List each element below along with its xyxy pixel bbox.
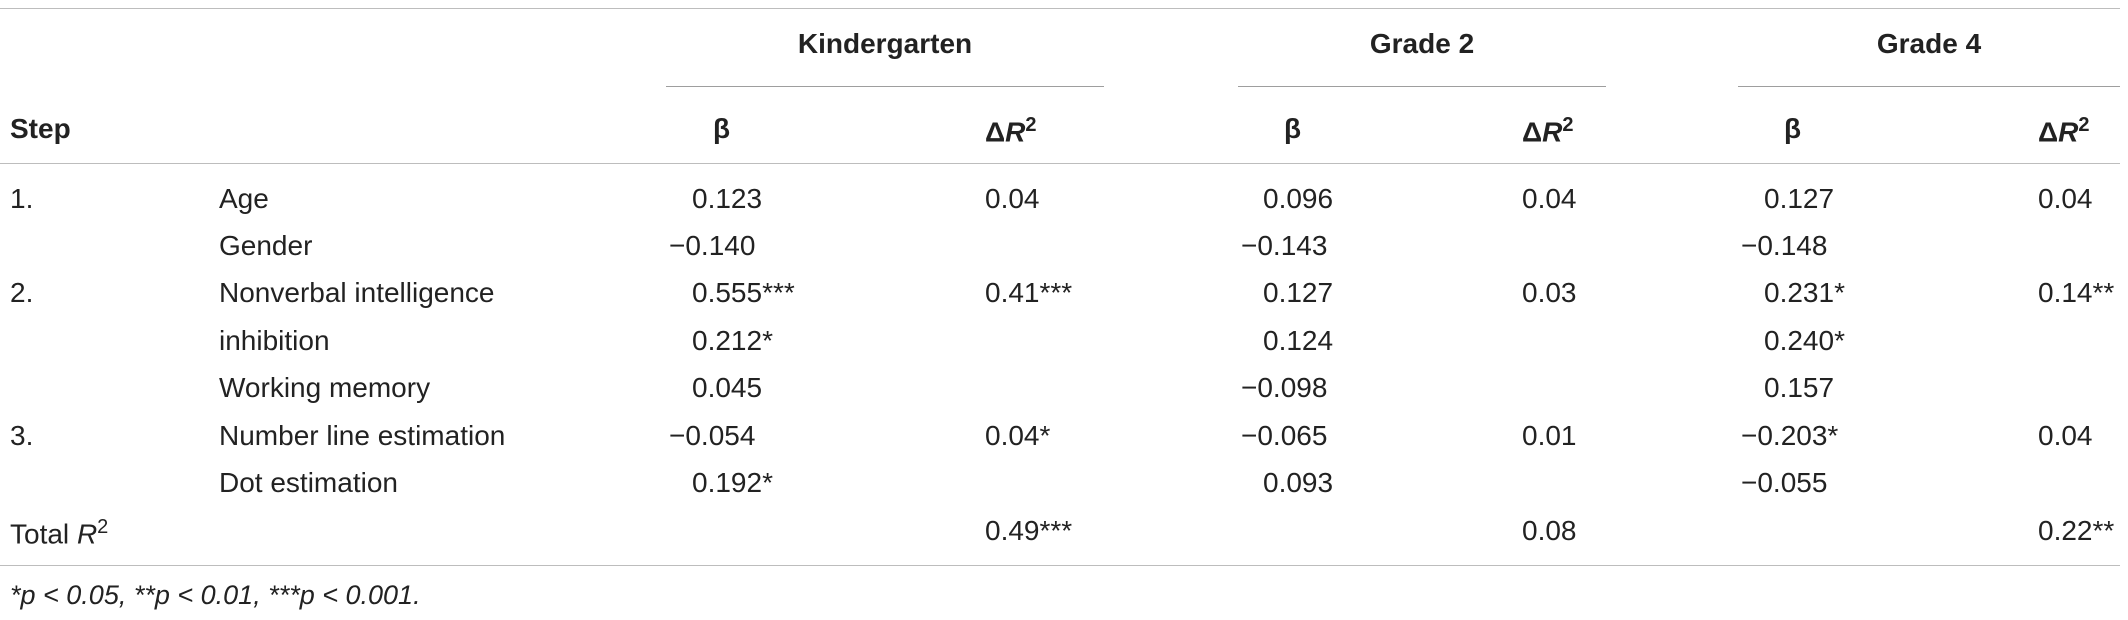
variable-label: Working memory (219, 372, 431, 403)
total-kindergarten: 0.49*** (985, 515, 1073, 546)
beta-header-grade-2: β (1284, 113, 1302, 144)
group-header-grade-4: Grade 4 (1876, 28, 1982, 59)
total-grade-2: 0.08 (1522, 515, 1577, 546)
bottom-rule (0, 565, 2120, 566)
grade4-beta: 0.240* (1764, 325, 1845, 356)
total-r2-label: Total R2 (10, 516, 109, 550)
kindergarten-dr2: 0.04* (985, 420, 1051, 451)
variable-label: Dot estimation (219, 467, 398, 498)
grade2-beta: 0.093 (1263, 467, 1334, 498)
step-column-header: Step (10, 113, 71, 144)
grade4-beta: −0.148 (1741, 230, 1828, 261)
grade4-beta: 0.231* (1764, 277, 1845, 308)
kindergarten-beta: 0.045 (692, 372, 763, 403)
significance-footnote: *p < 0.05, **p < 0.01, ***p < 0.001. (10, 580, 421, 610)
beta-header-grade-4: β (1784, 113, 1802, 144)
kindergarten-dr2: 0.04 (985, 183, 1040, 214)
group-rule-grade-2 (1238, 86, 1606, 87)
group-header-kindergarten: Kindergarten (797, 28, 973, 59)
kindergarten-beta: −0.140 (669, 230, 756, 261)
variable-label: Nonverbal intelligence (219, 277, 495, 308)
grade4-dr2: 0.14** (2038, 277, 2115, 308)
grade2-dr2: 0.01 (1522, 420, 1577, 451)
step-cell: 1. (10, 183, 34, 214)
group-header-grade-2: Grade 2 (1369, 28, 1475, 59)
variable-label: Number line estimation (219, 420, 506, 451)
step-cell: 3. (10, 420, 34, 451)
grade4-beta: 0.157 (1764, 372, 1835, 403)
grade2-beta: −0.143 (1241, 230, 1328, 261)
kindergarten-dr2: 0.41*** (985, 277, 1073, 308)
variable-label: Age (219, 183, 269, 214)
kindergarten-beta: −0.054 (669, 420, 756, 451)
grade2-beta: −0.065 (1241, 420, 1328, 451)
grade4-dr2: 0.04 (2038, 420, 2093, 451)
grade2-beta: 0.127 (1263, 277, 1334, 308)
grade4-beta: −0.055 (1741, 467, 1828, 498)
grade4-beta: 0.127 (1764, 183, 1835, 214)
beta-header-kindergarten: β (713, 113, 731, 144)
group-rule-grade-4 (1738, 86, 2120, 87)
grade2-beta: −0.098 (1241, 372, 1328, 403)
grade2-beta: 0.124 (1263, 325, 1334, 356)
step-cell: 2. (10, 277, 34, 308)
kindergarten-beta: 0.192* (692, 467, 773, 498)
group-rule-kindergarten (666, 86, 1104, 87)
grade2-beta: 0.096 (1263, 183, 1334, 214)
kindergarten-beta: 0.123 (692, 183, 763, 214)
dr2-header-grade-2: ΔR2 (1522, 114, 1574, 148)
variable-label: inhibition (219, 325, 330, 356)
kindergarten-beta: 0.212* (692, 325, 773, 356)
grade4-beta: −0.203* (1741, 420, 1839, 451)
dr2-header-grade-4: ΔR2 (2038, 114, 2090, 148)
variable-label: Gender (219, 230, 313, 261)
grade2-dr2: 0.03 (1522, 277, 1577, 308)
grade4-dr2: 0.04 (2038, 183, 2093, 214)
grade2-dr2: 0.04 (1522, 183, 1577, 214)
total-grade-4: 0.22** (2038, 515, 2115, 546)
dr2-header-kindergarten: ΔR2 (985, 114, 1037, 148)
kindergarten-beta: 0.555*** (692, 277, 795, 308)
header-rule (0, 163, 2120, 164)
top-rule (0, 8, 2120, 9)
